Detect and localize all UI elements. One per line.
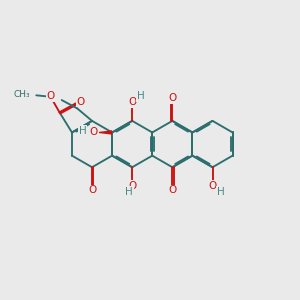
Text: O: O — [208, 181, 217, 191]
Text: H: H — [136, 91, 144, 101]
Text: O: O — [46, 91, 55, 101]
Text: O: O — [128, 181, 136, 191]
Polygon shape — [94, 130, 112, 135]
Text: H: H — [79, 126, 86, 136]
Text: O: O — [90, 128, 98, 137]
Text: H: H — [125, 187, 133, 197]
Text: O: O — [169, 185, 177, 195]
Text: O: O — [169, 93, 177, 103]
Text: O: O — [128, 98, 136, 107]
Text: O: O — [76, 97, 85, 106]
Text: O: O — [88, 185, 97, 195]
Text: CH₃: CH₃ — [13, 90, 30, 99]
Text: H: H — [217, 187, 225, 197]
